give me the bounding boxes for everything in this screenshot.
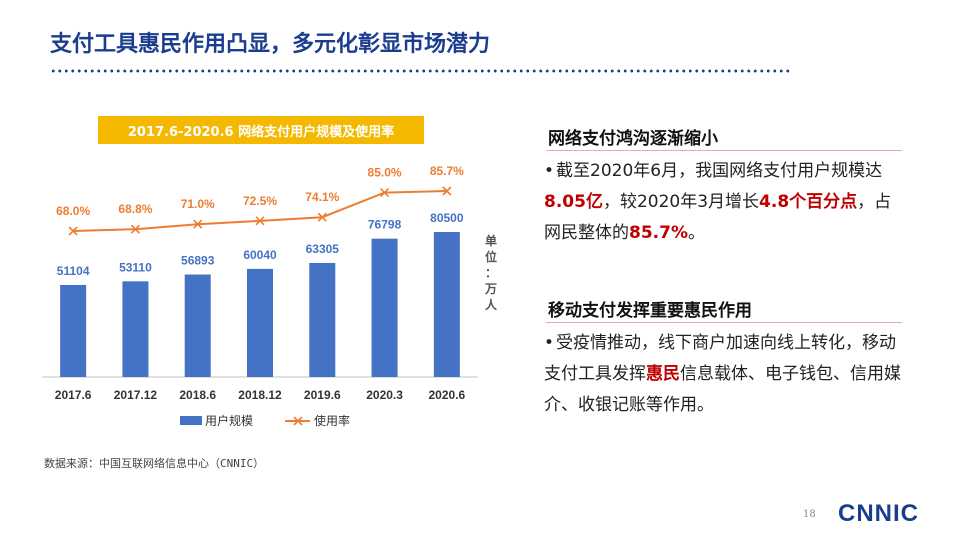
page-number: 18 [803,509,816,520]
bar-data-label: 53110 [119,260,152,274]
line-data-label: 74.1% [305,190,339,204]
line-data-label: 71.0% [181,197,215,211]
bar-user-scale [247,268,273,377]
line-point-marker [380,188,390,198]
bullet-dot: • [544,333,555,353]
x-tick-label: 2019.6 [304,388,341,402]
highlight-text: 4.8个百分点 [759,192,858,212]
highlight-text: 85.7% [629,223,688,243]
legend-line-marker [293,416,303,426]
unit-char: ： [484,266,497,280]
legend-bar-swatch [180,416,202,425]
unit-char: 人 [484,298,497,312]
unit-char: 单 [484,234,497,248]
line-data-label: 68.8% [118,202,152,216]
section-divider [546,322,902,323]
bar-user-scale [60,284,87,377]
unit-label: 单位 ： 万人 [484,233,498,313]
x-tick-label: 2020.6 [429,388,466,402]
data-source: 数据来源：中国互联网络信息中心（CNNIC） [44,457,265,470]
highlight-text: 惠民 [646,364,680,384]
unit-char: 万 [484,282,497,296]
bar-data-label: 51104 [57,264,90,278]
bar-user-scale [371,238,398,377]
section-paragraph-mobile-payment: • 受疫情推动，线下商户加速向线上转化，移动支付工具发挥惠民信息载体、电子钱包、信… [544,328,904,421]
cnnic-logo: CNNIC [838,500,919,527]
paragraph-text: 信息载体、电子钱包、信用媒介、收银记账等作用。 [544,364,901,415]
bar-data-label: 63305 [306,242,340,256]
line-data-label: 68.0% [56,204,90,218]
paragraph-text: ，较2020年3月增长 [602,192,760,212]
section-divider [546,150,902,151]
slide-title: 支付工具惠民作用凸显，多元化彰显市场潜力 [50,32,491,57]
bar-user-scale [433,232,460,377]
x-tick-label: 2018.12 [238,388,282,402]
bar-user-scale [309,262,336,377]
x-tick-label: 2020.3 [366,388,403,402]
line-data-label: 72.5% [243,194,277,208]
section-heading-payment-gap: 网络支付鸿沟逐渐缩小 [548,129,718,149]
legend-line-label: 使用率 [314,413,350,428]
section-heading-mobile-payment: 移动支付发挥重要惠民作用 [548,301,752,321]
line-data-label: 85.7% [430,164,464,178]
title-dotted-divider [50,69,792,73]
paragraph-text: 。 [687,223,705,243]
bar-data-label: 60040 [243,248,277,262]
section-paragraph-payment-gap: • 截至2020年6月，我国网络支付用户规模达 8.05亿，较2020年3月增长4.… [544,156,904,249]
line-point-marker [317,212,327,222]
bar-data-label: 56893 [181,254,215,268]
unit-char: 位 [484,250,497,264]
line-point-marker [193,219,203,229]
line-point-marker [255,216,265,226]
line-point-marker [68,226,78,236]
line-point-marker [442,186,452,196]
chart-title: 2017.6-2020.6 网络支付用户规模及使用率 [98,116,424,144]
line-point-marker [130,224,140,234]
x-tick-label: 2017.12 [114,388,158,402]
bar-user-scale [122,281,149,377]
line-data-label: 85.0% [368,166,402,180]
paragraph-text: 截至2020年6月，我国网络支付用户规模达 [556,161,883,181]
bullet-dot: • [544,161,555,181]
bar-user-scale [184,274,211,377]
highlight-text: 8.05亿 [544,192,603,212]
bar-data-label: 76798 [368,218,402,232]
paragraph-text: ，占网民整体的 [544,192,892,243]
paragraph-text: 受疫情推动，线下商户加速向线上转化，移动支付工具发挥 [544,333,897,384]
x-tick-label: 2018.6 [179,388,216,402]
legend-bar-label: 用户规模 [205,413,253,428]
bar-data-label: 80500 [430,211,464,225]
x-tick-label: 2017.6 [55,388,92,402]
